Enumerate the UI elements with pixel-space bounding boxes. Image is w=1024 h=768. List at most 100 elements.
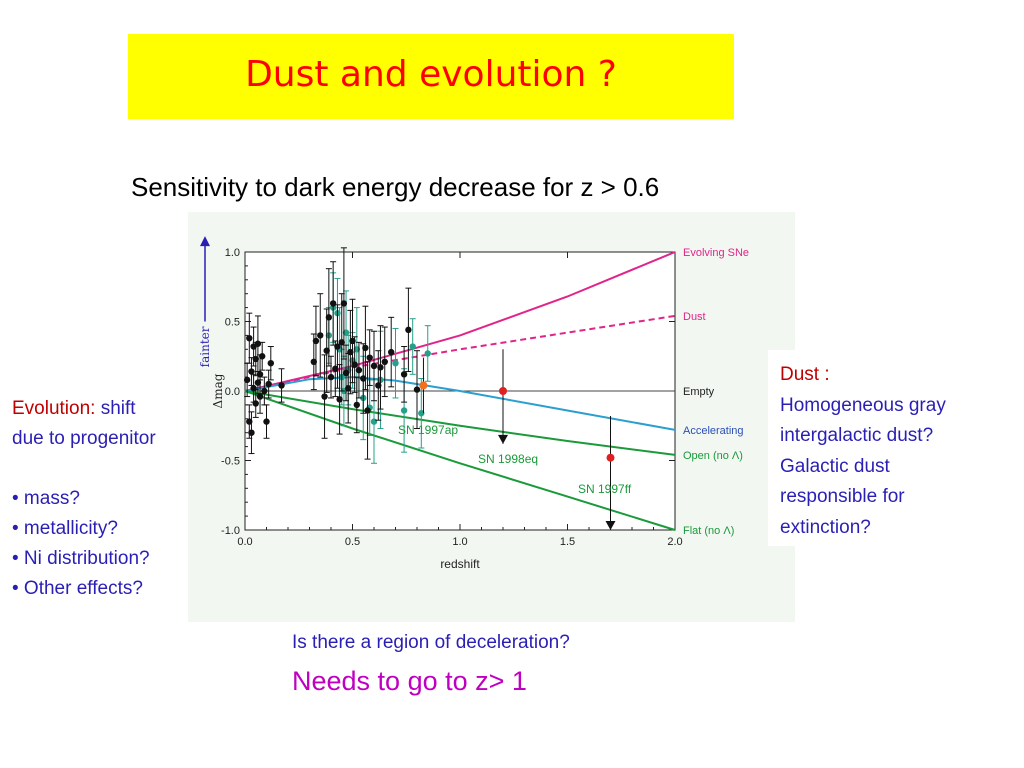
y-tick-label: 0.5 — [225, 317, 240, 329]
black-data-point — [254, 379, 262, 386]
sn-label: SN 1997ff — [578, 482, 632, 496]
y-tick-label: 1.0 — [225, 247, 240, 259]
black-data-point — [405, 326, 412, 334]
black-data-point — [243, 376, 251, 384]
black-data-point — [353, 401, 360, 409]
black-data-point — [323, 347, 330, 354]
model-curve-open-no- — [244, 390, 676, 456]
evolution-notes: Evolution: shift due to progenitor • mas… — [12, 394, 156, 604]
chart-svg: 0.0 0.5 1.0 1.5 2.0 1.0 0.5 0.0 -0.5 -1.0 redshift… — [198, 236, 749, 571]
black-data-point — [321, 393, 328, 400]
black-data-point — [248, 368, 255, 375]
dust-line-2: intergalactic dust? — [780, 425, 934, 446]
model-label: Open (no Λ) — [683, 450, 743, 462]
model-label: Accelerating — [683, 425, 744, 437]
x-tick-label: 0.0 — [237, 536, 252, 548]
teal-data-point — [370, 418, 378, 425]
black-data-point — [317, 332, 324, 339]
x-tick-label: 1.0 — [452, 536, 467, 548]
black-data-point — [329, 300, 337, 307]
black-data-point — [310, 358, 317, 366]
black-data-point — [345, 385, 352, 392]
black-data-point — [256, 393, 264, 400]
highlight-point — [419, 381, 428, 390]
black-data-point — [340, 300, 348, 307]
upper-limit-arrow — [498, 434, 508, 444]
black-data-point — [252, 400, 259, 407]
teal-data-point — [424, 350, 431, 357]
dust-heading: Dust : — [780, 364, 830, 385]
black-data-point — [246, 418, 253, 425]
black-data-point — [413, 386, 421, 393]
black-data-point — [265, 380, 272, 388]
fainter-arrowhead — [200, 236, 210, 247]
slide-subtitle: Sensitivity to dark energy decrease for … — [131, 172, 660, 202]
model-label: Dust — [683, 311, 706, 323]
fainter-label: fainter — [198, 326, 212, 367]
black-data-point — [332, 365, 339, 372]
black-data-point — [261, 387, 268, 395]
black-data-point — [278, 382, 285, 389]
black-data-point — [349, 337, 356, 345]
teal-data-point — [409, 343, 416, 350]
bullet-metallicity: • metallicity? — [12, 518, 118, 539]
black-data-point — [355, 366, 363, 374]
black-data-point — [360, 375, 367, 382]
teal-data-point — [400, 407, 408, 414]
black-data-point — [312, 337, 320, 345]
black-data-point — [325, 314, 333, 321]
black-data-point — [252, 355, 259, 363]
bullet-other-effects: • Other effects? — [12, 578, 143, 599]
x-tick-label: 0.5 — [345, 536, 360, 548]
black-data-point — [351, 361, 358, 368]
teal-data-point — [342, 329, 350, 336]
black-data-point — [362, 344, 369, 352]
black-data-point — [327, 373, 335, 381]
dust-line-4: responsible for — [780, 486, 905, 507]
model-label: Evolving SNe — [683, 247, 749, 259]
teal-data-point — [392, 360, 399, 367]
black-data-point — [370, 362, 378, 370]
title-banner: Dust and evolution ? — [128, 34, 734, 119]
x-tick-label: 1.5 — [560, 536, 575, 548]
black-data-point — [254, 340, 262, 347]
evolution-label: Evolution: — [12, 398, 96, 419]
dust-notes: Dust : Homogeneous gray intergalactic du… — [780, 360, 946, 543]
highlight-point — [499, 387, 507, 395]
model-label: Flat (no Λ) — [683, 525, 734, 537]
black-data-point — [342, 369, 350, 377]
sn-label: SN 1997ap — [398, 423, 458, 437]
black-data-point — [334, 343, 341, 350]
black-data-point — [375, 382, 382, 389]
teal-data-point — [353, 346, 360, 353]
highlight-point — [606, 453, 615, 462]
sn-label: SN 1998eq — [478, 452, 538, 466]
black-data-point — [338, 339, 345, 346]
dust-line-5: extinction? — [780, 516, 871, 538]
black-data-point — [263, 418, 270, 425]
teal-data-point — [418, 410, 425, 417]
slide-title: Dust and evolution ? — [245, 54, 617, 95]
black-data-point — [364, 407, 371, 414]
upper-limit-arrow — [605, 521, 616, 530]
evolution-heading-rest: shift — [95, 398, 136, 419]
bullet-mass: • mass? — [12, 488, 80, 509]
evolution-line2: due to progenitor — [12, 428, 156, 449]
black-data-point — [267, 360, 274, 367]
y-tick-label: -1.0 — [221, 525, 240, 537]
black-data-point — [366, 354, 373, 361]
deceleration-question: Is there a region of deceleration? — [292, 632, 570, 653]
black-data-point — [400, 371, 408, 378]
evolution-heading: Evolution: shift — [12, 394, 156, 424]
bullet-ni-distribution: • Ni distribution? — [12, 548, 150, 569]
black-data-point — [347, 348, 354, 356]
x-tick-label: 2.0 — [667, 536, 682, 548]
dust-notes-box — [768, 350, 1008, 546]
black-data-point — [259, 353, 266, 360]
needs-statement: Needs to go to z> 1 — [292, 666, 527, 696]
dust-line-3: Galactic dust — [780, 455, 890, 477]
black-data-point — [381, 358, 388, 366]
black-data-point — [377, 364, 384, 371]
y-axis-label: Δmag — [211, 373, 225, 408]
black-data-point — [248, 429, 255, 436]
